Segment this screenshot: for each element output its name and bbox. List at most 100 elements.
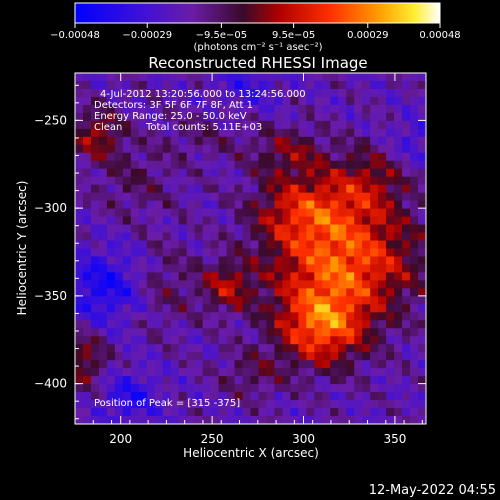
heatmap-cell xyxy=(178,80,188,90)
heatmap-cell xyxy=(242,232,252,242)
heatmap-cell xyxy=(122,200,132,210)
heatmap-cell xyxy=(146,376,156,385)
heatmap-cell xyxy=(162,168,172,178)
heatmap-cell xyxy=(138,208,148,218)
heatmap-cell xyxy=(106,400,116,409)
heatmap-cell xyxy=(114,304,124,313)
heatmap-cell xyxy=(234,104,244,114)
heatmap-cell xyxy=(338,400,347,409)
heatmap-cell xyxy=(290,392,299,401)
heatmap-cell xyxy=(210,280,220,289)
heatmap-cell xyxy=(402,400,411,409)
heatmap-cell xyxy=(250,288,260,297)
heatmap-cell xyxy=(338,392,347,401)
heatmap-cell xyxy=(250,400,260,409)
heatmap-cell xyxy=(298,336,307,345)
heatmap-cell xyxy=(218,280,228,289)
heatmap-cell xyxy=(402,73,411,82)
heatmap-cell xyxy=(154,208,164,218)
heatmap-cell xyxy=(202,152,212,162)
heatmap-cell xyxy=(122,416,132,424)
heatmap-cell xyxy=(354,312,363,321)
heatmap-cell xyxy=(202,112,212,122)
heatmap-cell xyxy=(186,144,196,154)
heatmap-cell xyxy=(114,240,124,250)
heatmap-cell xyxy=(250,264,260,274)
heatmap-cell xyxy=(98,240,108,250)
heatmap-cell xyxy=(90,168,100,178)
heatmap-cell xyxy=(146,312,156,321)
heatmap-cell xyxy=(178,240,188,250)
heatmap-cell xyxy=(386,384,395,393)
heatmap-cell xyxy=(114,360,124,369)
heatmap-cell xyxy=(362,176,371,186)
heatmap-cell xyxy=(290,144,299,154)
heatmap-cell xyxy=(75,416,84,424)
heatmap-cell xyxy=(362,360,371,369)
heatmap-cell xyxy=(362,392,371,401)
heatmap-cell xyxy=(90,80,100,90)
heatmap-cell xyxy=(290,408,299,417)
heatmap-cell xyxy=(98,160,108,170)
heatmap-cell xyxy=(82,144,92,154)
heatmap-cell xyxy=(418,376,426,385)
heatmap-cell xyxy=(242,360,252,369)
heatmap-cell xyxy=(82,112,92,122)
heatmap-cell xyxy=(82,344,92,353)
heatmap-cell xyxy=(314,160,323,170)
heatmap-cell xyxy=(354,152,363,162)
heatmap-cell xyxy=(98,152,108,162)
heatmap-cell xyxy=(314,240,323,250)
heatmap-cell xyxy=(290,96,299,106)
heatmap-cell xyxy=(370,400,379,409)
heatmap-cell xyxy=(346,240,355,250)
heatmap-cell xyxy=(138,344,148,353)
heatmap-cell xyxy=(226,408,236,417)
heatmap-cell xyxy=(274,256,284,266)
heatmap-cell xyxy=(250,160,260,170)
heatmap-cell xyxy=(98,112,108,122)
heatmap-cell xyxy=(186,112,196,122)
heatmap-cell xyxy=(330,312,339,321)
heatmap-cell xyxy=(226,200,236,210)
heatmap-cell xyxy=(90,368,100,377)
heatmap-cell xyxy=(418,192,426,202)
heatmap-cell xyxy=(394,73,403,82)
heatmap-cell xyxy=(290,224,299,234)
heatmap-cell xyxy=(258,240,268,250)
heatmap-cell xyxy=(330,136,339,146)
heatmap-cell xyxy=(146,200,156,210)
heatmap-cell xyxy=(138,184,148,194)
heatmap-cell xyxy=(386,272,395,282)
heatmap-cell xyxy=(186,184,196,194)
heatmap-cell xyxy=(122,408,132,417)
heatmap-cell xyxy=(98,144,108,154)
heatmap-cell xyxy=(378,232,387,242)
heatmap-cell xyxy=(146,256,156,266)
heatmap-cell xyxy=(418,120,426,130)
heatmap-cell xyxy=(234,264,244,274)
heatmap-cell xyxy=(114,200,124,210)
heatmap-cell xyxy=(338,232,347,242)
heatmap-cell xyxy=(202,73,212,82)
heatmap-cell xyxy=(402,296,411,305)
heatmap-cell xyxy=(394,208,403,218)
heatmap-cell xyxy=(122,344,132,353)
heatmap-cell xyxy=(122,136,132,146)
heatmap-cell xyxy=(418,264,426,274)
heatmap-cell xyxy=(114,144,124,154)
heatmap-cell xyxy=(266,360,276,369)
heatmap-cell xyxy=(130,312,140,321)
heatmap-cell xyxy=(130,112,140,122)
heatmap-cell xyxy=(178,256,188,266)
heatmap-cell xyxy=(210,80,220,90)
heatmap-cell xyxy=(90,288,100,297)
heatmap-cell xyxy=(266,352,276,361)
heatmap-cell xyxy=(258,368,268,377)
y-axis-label: Heliocentric Y (arcsec) xyxy=(15,181,29,316)
heatmap-cell xyxy=(210,208,220,218)
heatmap-cell xyxy=(250,120,260,130)
heatmap-cell xyxy=(306,176,315,186)
heatmap-cell xyxy=(234,360,244,369)
heatmap-cell xyxy=(322,184,331,194)
